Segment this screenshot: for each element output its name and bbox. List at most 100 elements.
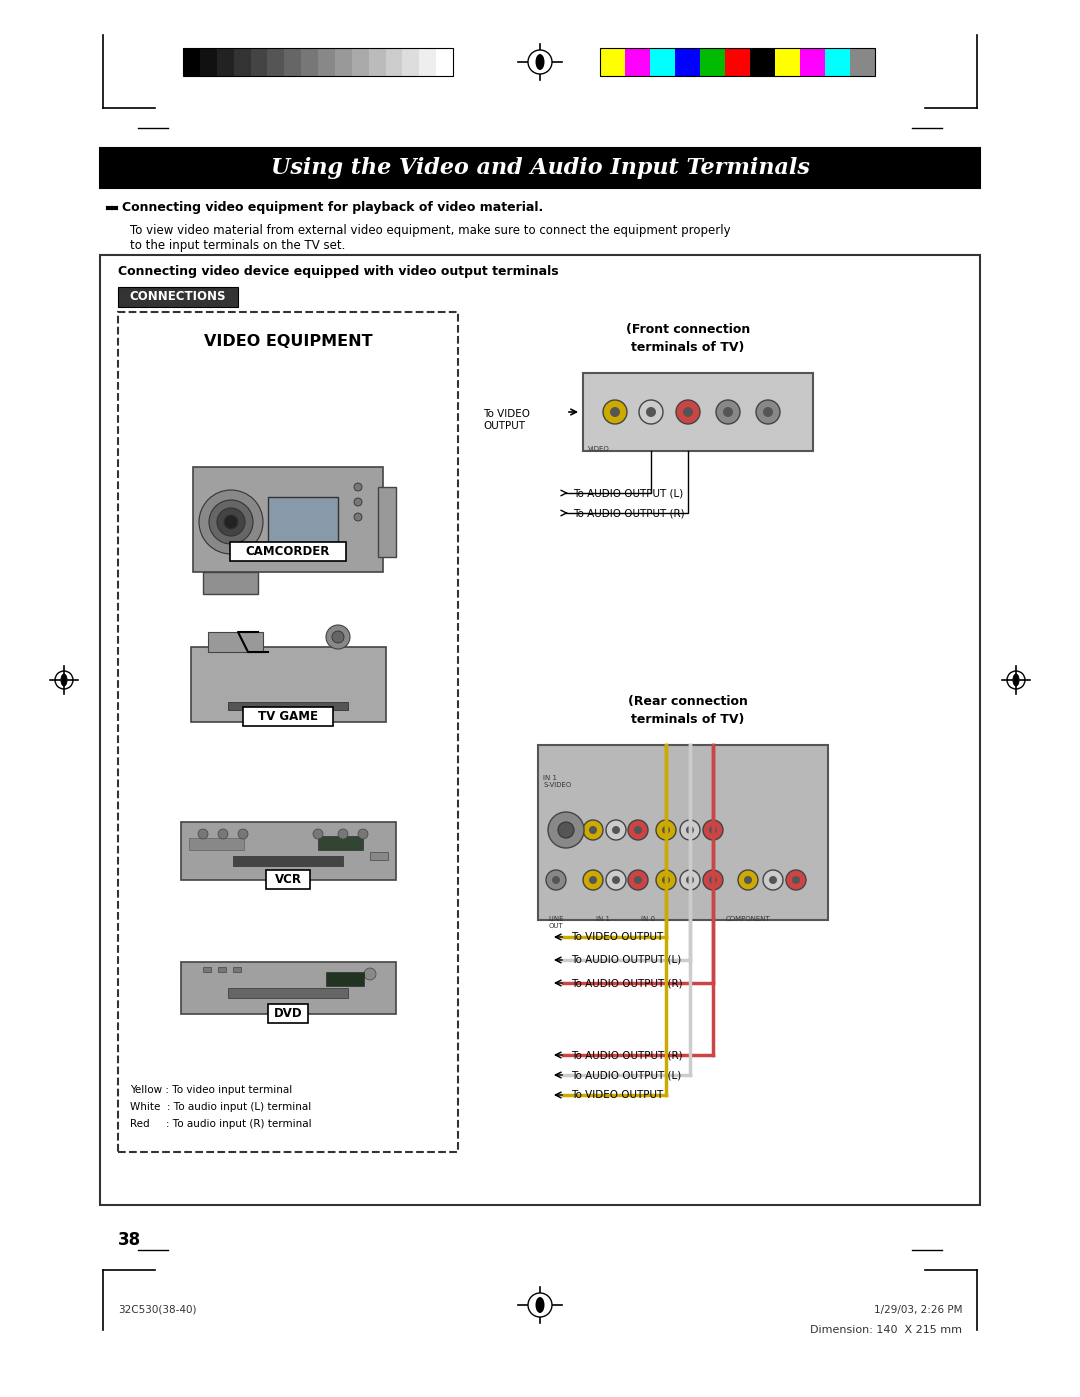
Circle shape <box>332 631 345 643</box>
Bar <box>268 497 338 552</box>
Text: Using the Video and Audio Input Terminals: Using the Video and Audio Input Terminal… <box>271 156 809 179</box>
Bar <box>700 47 725 75</box>
Circle shape <box>676 400 700 425</box>
Text: CONNECTIONS: CONNECTIONS <box>130 291 226 303</box>
Bar <box>189 838 243 849</box>
Bar <box>800 47 825 75</box>
Circle shape <box>552 876 561 884</box>
Circle shape <box>606 870 626 890</box>
Ellipse shape <box>536 54 544 70</box>
Text: To VIDEO OUTPUT: To VIDEO OUTPUT <box>571 1090 663 1099</box>
Circle shape <box>646 407 656 416</box>
Circle shape <box>528 50 552 74</box>
Circle shape <box>603 400 627 425</box>
Circle shape <box>55 671 73 689</box>
Text: (Rear connection
terminals of TV): (Rear connection terminals of TV) <box>629 694 748 726</box>
Circle shape <box>218 828 228 840</box>
Circle shape <box>708 876 717 884</box>
Bar <box>218 967 226 972</box>
Circle shape <box>546 870 566 890</box>
Bar <box>625 47 650 75</box>
Circle shape <box>210 500 253 543</box>
Circle shape <box>738 870 758 890</box>
Circle shape <box>792 876 800 884</box>
Circle shape <box>589 826 597 834</box>
Circle shape <box>198 828 208 840</box>
Text: CAMCORDER: CAMCORDER <box>246 545 330 557</box>
Bar <box>850 47 875 75</box>
Circle shape <box>703 870 723 890</box>
Bar <box>386 47 403 75</box>
Text: 38: 38 <box>534 1305 546 1315</box>
Bar <box>100 148 980 189</box>
Bar <box>318 835 363 849</box>
Circle shape <box>769 876 777 884</box>
Bar <box>243 707 333 726</box>
Bar <box>268 47 284 75</box>
Circle shape <box>606 820 626 840</box>
Text: VIDEO EQUIPMENT: VIDEO EQUIPMENT <box>204 334 373 349</box>
Text: To VIDEO
OUTPUT: To VIDEO OUTPUT <box>483 409 530 432</box>
Bar <box>419 47 436 75</box>
Bar <box>190 647 386 722</box>
Circle shape <box>326 624 350 650</box>
Ellipse shape <box>536 1296 544 1313</box>
Bar <box>326 972 364 986</box>
Text: Dimension: 140  X 215 mm: Dimension: 140 X 215 mm <box>810 1324 962 1336</box>
Circle shape <box>708 826 717 834</box>
Ellipse shape <box>1013 673 1020 686</box>
Circle shape <box>686 826 694 834</box>
Text: White  : To audio input (L) terminal: White : To audio input (L) terminal <box>130 1102 311 1112</box>
Circle shape <box>589 876 597 884</box>
Circle shape <box>558 821 573 838</box>
Ellipse shape <box>60 673 67 686</box>
Text: IN 0: IN 0 <box>642 916 654 922</box>
Text: To AUDIO OUTPUT (R): To AUDIO OUTPUT (R) <box>571 1051 683 1060</box>
Text: TV GAME: TV GAME <box>258 710 318 724</box>
Bar <box>251 47 268 75</box>
Circle shape <box>634 826 642 834</box>
Bar <box>118 312 458 1153</box>
Bar <box>370 852 388 861</box>
Circle shape <box>1007 671 1025 689</box>
Circle shape <box>656 820 676 840</box>
Text: VCR: VCR <box>274 873 301 886</box>
Circle shape <box>612 826 620 834</box>
Circle shape <box>662 826 670 834</box>
Circle shape <box>338 828 348 840</box>
Bar <box>228 988 348 997</box>
Circle shape <box>364 968 376 981</box>
Circle shape <box>313 828 323 840</box>
Bar <box>368 47 386 75</box>
Circle shape <box>762 870 783 890</box>
Bar <box>750 47 775 75</box>
Text: VIDEO: VIDEO <box>588 446 610 453</box>
Bar <box>200 47 217 75</box>
Circle shape <box>217 509 245 536</box>
Bar <box>233 967 241 972</box>
Circle shape <box>744 876 752 884</box>
Text: To view video material from external video equipment, make sure to connect the e: To view video material from external vid… <box>130 224 731 251</box>
Bar <box>183 47 453 75</box>
Bar <box>301 47 318 75</box>
Text: IN 1
S-VIDEO: IN 1 S-VIDEO <box>543 775 571 788</box>
Bar <box>193 467 383 571</box>
Bar <box>775 47 800 75</box>
Circle shape <box>627 820 648 840</box>
Bar <box>318 47 335 75</box>
Circle shape <box>548 812 584 848</box>
Text: 38: 38 <box>118 1231 141 1249</box>
Bar <box>233 856 343 866</box>
Text: 1/29/03, 2:26 PM: 1/29/03, 2:26 PM <box>874 1305 962 1315</box>
Text: To AUDIO OUTPUT (L): To AUDIO OUTPUT (L) <box>571 956 681 965</box>
Circle shape <box>238 828 248 840</box>
Bar <box>675 47 700 75</box>
Text: To AUDIO OUTPUT (R): To AUDIO OUTPUT (R) <box>573 509 685 518</box>
Bar <box>600 47 875 75</box>
Circle shape <box>703 820 723 840</box>
Bar <box>228 703 348 710</box>
Circle shape <box>627 870 648 890</box>
Circle shape <box>583 820 603 840</box>
Text: To VIDEO OUTPUT: To VIDEO OUTPUT <box>571 932 663 942</box>
Circle shape <box>756 400 780 425</box>
